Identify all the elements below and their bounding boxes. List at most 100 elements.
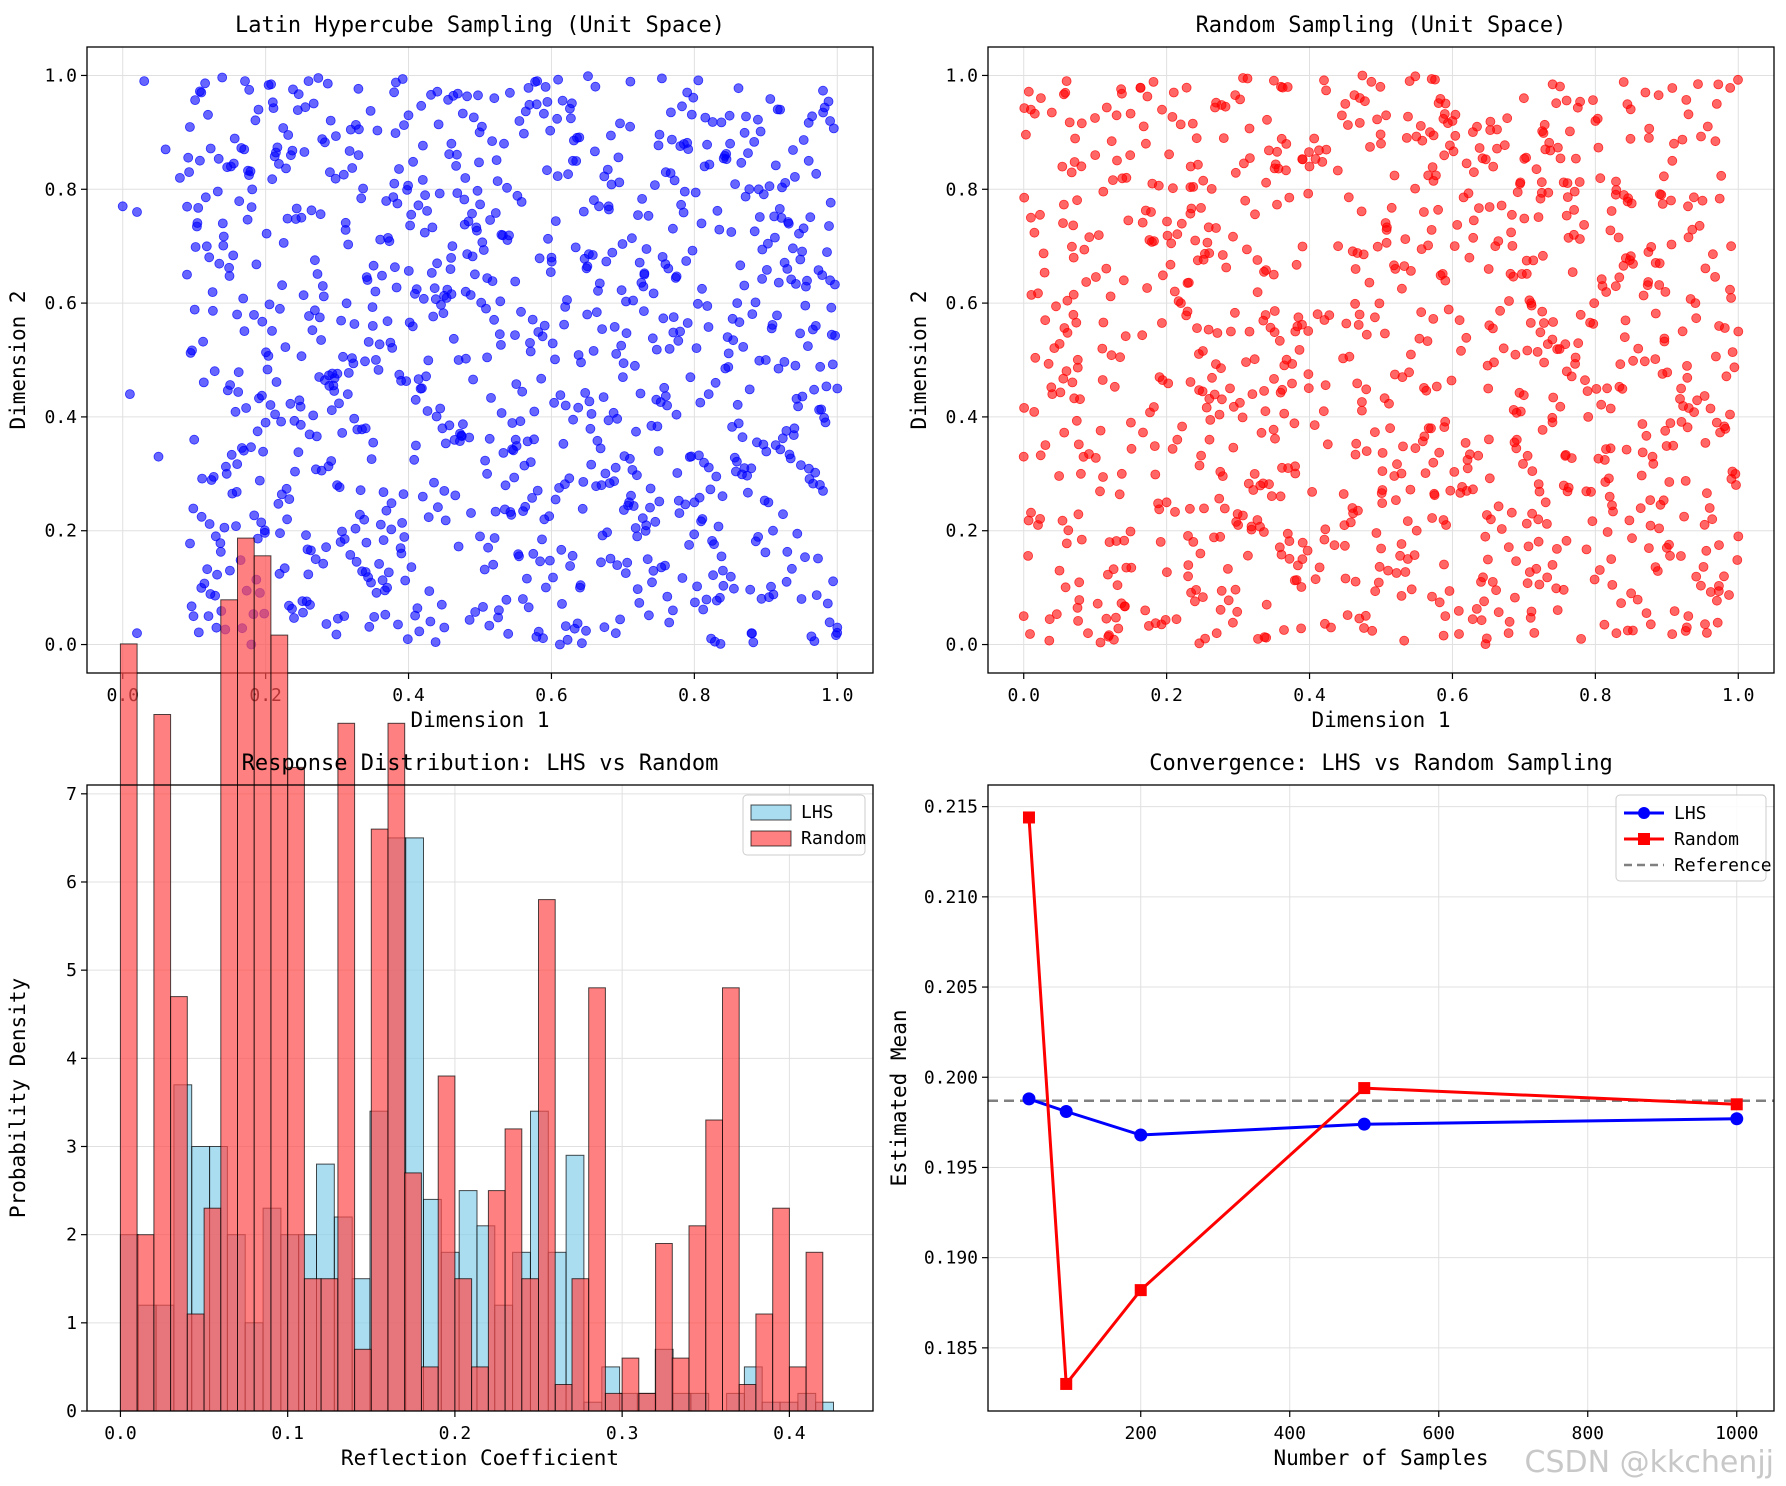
scatter-point (1462, 463, 1473, 474)
x-tick-label: 1000 (1715, 1423, 1758, 1444)
scatter-point (1624, 255, 1635, 266)
scatter-point (510, 276, 521, 287)
scatter-point (1683, 611, 1694, 621)
scatter-point (797, 391, 808, 402)
scatter-point (1533, 536, 1544, 547)
scatter-point (467, 251, 478, 262)
scatter-point (448, 333, 459, 344)
scatter-point (1185, 377, 1196, 387)
random-histogram-bar (170, 996, 188, 1412)
scatter-point (1244, 123, 1255, 134)
scatter-point (1700, 619, 1710, 630)
scatter-point (723, 348, 734, 359)
scatter-point (476, 121, 487, 132)
scatter-point (704, 159, 715, 170)
scatter-point (1712, 617, 1723, 628)
scatter-point (1471, 604, 1482, 614)
scatter-point (369, 612, 380, 622)
scatter-point (193, 202, 204, 213)
scatter-point (702, 139, 712, 150)
scatter-point (686, 109, 697, 120)
scatter-point (1539, 318, 1549, 328)
scatter-point (1098, 317, 1109, 328)
scatter-point (604, 204, 614, 215)
scatter-point (1070, 133, 1080, 144)
scatter-point (668, 312, 679, 323)
scatter-point (1126, 417, 1136, 428)
scatter-point (1622, 196, 1633, 207)
scatter-point (429, 283, 440, 294)
scatter-point (332, 613, 343, 624)
scatter-point (446, 252, 457, 263)
scatter-point (556, 544, 567, 555)
scatter-point (633, 210, 643, 221)
legend-label: LHS (1674, 803, 1707, 824)
scatter-point (1665, 550, 1675, 561)
scatter-point (300, 102, 311, 113)
scatter-point (1576, 634, 1586, 644)
scatter-point (1449, 241, 1460, 252)
scatter-point (797, 246, 807, 257)
scatter-point (545, 555, 555, 566)
scatter-point (311, 431, 322, 442)
scatter-point (360, 356, 370, 367)
y-tick-label: 0.8 (945, 179, 978, 200)
scatter-point (639, 268, 650, 279)
y-tick-label: 0.2 (44, 521, 77, 542)
scatter-point (374, 339, 385, 350)
scatter-point (510, 330, 520, 341)
scatter-point (496, 408, 507, 418)
scatter-point (371, 587, 382, 598)
scatter-point (1076, 534, 1087, 545)
scatter-point (1596, 399, 1607, 410)
scatter-point (1071, 415, 1082, 426)
scatter-point (386, 498, 397, 509)
scatter-point (764, 181, 775, 192)
scatter-point (334, 398, 344, 409)
scatter-point (753, 114, 763, 125)
scatter-point (291, 203, 302, 214)
scatter-point (537, 534, 547, 545)
scatter-point (485, 215, 496, 225)
scatter-point (1153, 498, 1163, 509)
scatter-point (1518, 390, 1529, 401)
scatter-point (460, 353, 471, 364)
scatter-point (1341, 318, 1352, 329)
scatter-point (1192, 323, 1202, 334)
scatter-point (638, 281, 649, 292)
scatter-point (1566, 371, 1577, 382)
scatter-point (457, 419, 468, 430)
scatter-point (773, 363, 784, 374)
scatter-point (760, 547, 771, 558)
scatter-point (1614, 381, 1625, 392)
scatter-point (667, 134, 677, 145)
scatter-point (1507, 209, 1517, 220)
scatter-point (1431, 381, 1442, 392)
scatter-point (1391, 568, 1402, 578)
scatter-point (440, 515, 451, 526)
scatter-point (1272, 146, 1282, 157)
scatter-point (282, 514, 293, 525)
scatter-point (1694, 220, 1705, 231)
scatter-point (1445, 485, 1456, 496)
random-histogram-bar (471, 1366, 489, 1412)
scatter-point (1402, 516, 1413, 526)
scatter-point (337, 427, 348, 438)
x-tick-label: 800 (1571, 1423, 1604, 1444)
scatter-point (358, 183, 369, 194)
legend-marker (1638, 807, 1650, 819)
scatter-point (1626, 588, 1636, 599)
scatter-point (361, 537, 372, 548)
scatter-point (671, 271, 682, 282)
scatter-point (1293, 312, 1304, 323)
scatter-point (825, 197, 836, 208)
scatter-point (1389, 471, 1400, 481)
y-tick-label: 6 (66, 872, 77, 893)
scatter-point (714, 224, 725, 235)
scatter-point (432, 502, 443, 513)
scatter-point (1456, 345, 1466, 356)
scatter-point (1704, 503, 1715, 513)
scatter-point (830, 279, 840, 290)
scatter-point (1650, 308, 1661, 319)
scatter-point (285, 398, 296, 409)
